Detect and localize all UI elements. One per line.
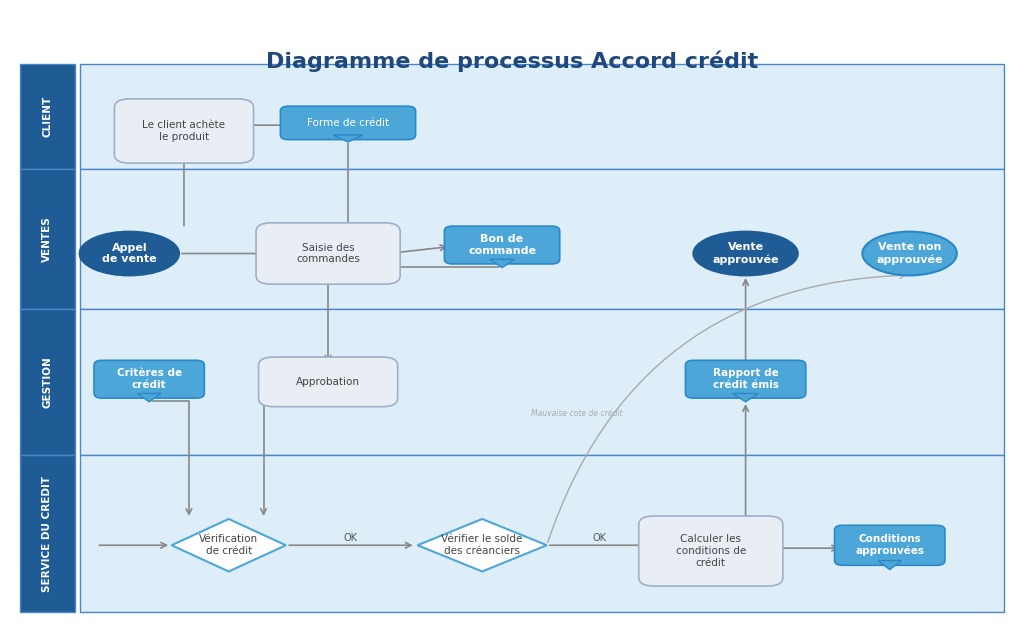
Text: Forme de crédit: Forme de crédit [307,118,389,128]
FancyBboxPatch shape [80,455,1004,612]
Text: Calculer les
conditions de
crédit: Calculer les conditions de crédit [676,534,745,567]
Ellipse shape [693,231,798,275]
FancyBboxPatch shape [20,309,75,455]
FancyBboxPatch shape [20,64,75,169]
Polygon shape [172,519,286,571]
Text: Mauvaise cote de crédit: Mauvaise cote de crédit [530,410,623,419]
Polygon shape [489,259,514,268]
Text: Diagramme de processus Accord crédit: Diagramme de processus Accord crédit [266,50,758,72]
Ellipse shape [862,231,956,275]
Text: OK: OK [344,533,358,543]
Polygon shape [418,519,547,571]
FancyBboxPatch shape [258,357,397,406]
Text: Le client achète
le produit: Le client achète le produit [142,120,225,142]
Text: Conditions
approuvées: Conditions approuvées [855,534,925,557]
FancyBboxPatch shape [94,360,205,398]
FancyBboxPatch shape [444,226,560,264]
Ellipse shape [80,231,179,275]
Text: Vérifier le solde
des créanciers: Vérifier le solde des créanciers [441,534,523,556]
FancyBboxPatch shape [80,169,1004,309]
Text: OK: OK [593,533,606,543]
Text: GESTION: GESTION [42,356,52,408]
FancyBboxPatch shape [80,64,1004,169]
Text: Appel
de vente: Appel de vente [102,243,157,265]
Text: Saisie des
commandes: Saisie des commandes [296,243,360,265]
FancyBboxPatch shape [20,169,75,309]
FancyBboxPatch shape [20,455,75,612]
Text: Rapport de
crédit émis: Rapport de crédit émis [713,369,778,390]
Text: Vérification
de crédit: Vérification de crédit [199,534,258,556]
Text: VENTES: VENTES [42,216,52,262]
Text: SERVICE DU CREDIT: SERVICE DU CREDIT [42,475,52,592]
Polygon shape [878,560,901,569]
FancyBboxPatch shape [80,309,1004,455]
FancyBboxPatch shape [281,106,416,139]
FancyBboxPatch shape [639,516,783,586]
Text: CLIENT: CLIENT [42,96,52,137]
Polygon shape [137,394,161,402]
Text: Bon de
commande: Bon de commande [468,235,536,256]
FancyBboxPatch shape [256,223,400,284]
FancyBboxPatch shape [835,525,945,566]
Text: Critères de
crédit: Critères de crédit [117,369,181,390]
Polygon shape [732,394,759,402]
Text: Vente non
approuvée: Vente non approuvée [877,242,943,265]
FancyBboxPatch shape [685,360,806,398]
Text: Approbation: Approbation [296,377,360,387]
Text: Vente
approuvée: Vente approuvée [713,242,779,265]
Polygon shape [333,135,362,142]
FancyBboxPatch shape [115,99,254,163]
